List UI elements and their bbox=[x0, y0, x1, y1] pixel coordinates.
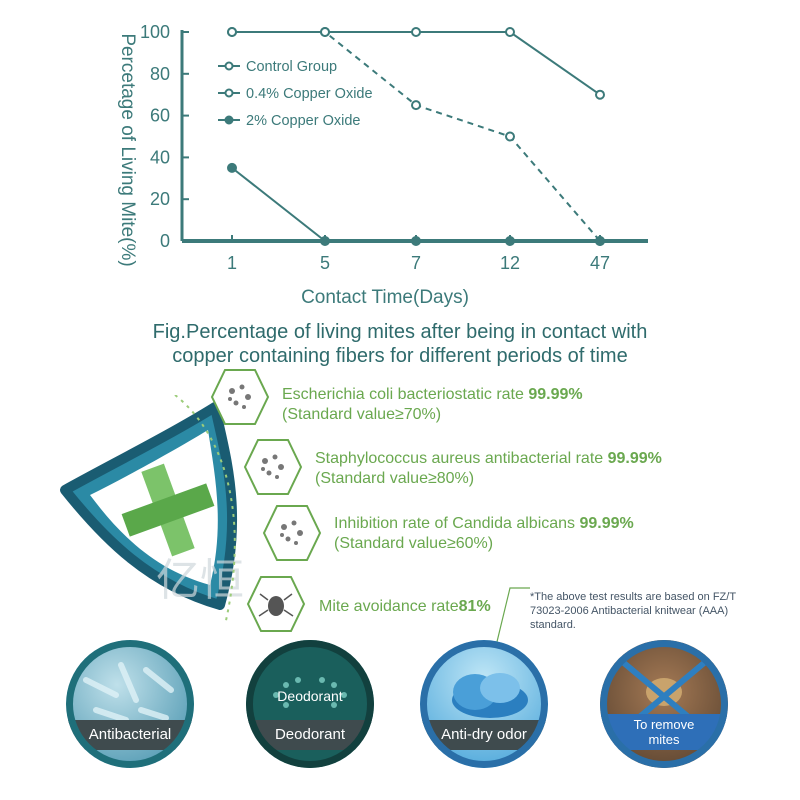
x-tick-label: 5 bbox=[320, 253, 330, 273]
mite-icon bbox=[246, 574, 306, 634]
candida-icon bbox=[262, 503, 322, 563]
legend-label: 2% Copper Oxide bbox=[246, 113, 360, 129]
feature-label: Escherichia coli bacteriostatic rate bbox=[282, 386, 529, 403]
y-tick-label: 80 bbox=[150, 64, 170, 84]
antibacterial-circle: Antibacterial bbox=[66, 640, 194, 768]
remove-mites-circle: To remove mites bbox=[600, 640, 728, 768]
y-tick-label: 100 bbox=[140, 22, 170, 42]
x-mark-icon bbox=[121, 463, 215, 557]
data-point bbox=[505, 131, 515, 142]
legend-marker bbox=[224, 88, 234, 98]
test-standard-note: *The above test results are based on FZ/… bbox=[530, 591, 736, 631]
feature-value: 81% bbox=[458, 598, 491, 615]
mite-chart: 0 20 40 60 80 100 1 5 7 12 47 Control Group 0.4% C… bbox=[117, 22, 648, 308]
feature-standard: (Standard value≥70%) bbox=[282, 406, 442, 423]
x-tick-label: 1 bbox=[227, 253, 237, 273]
data-point bbox=[411, 236, 421, 246]
feature-label: Staphylococcus aureus antibacterial rate bbox=[315, 450, 608, 467]
data-point bbox=[505, 27, 515, 37]
data-point bbox=[505, 236, 515, 246]
series-line-2 bbox=[231, 167, 600, 242]
y-tick-label: 60 bbox=[150, 106, 170, 126]
data-point bbox=[411, 27, 421, 37]
x-tick-label: 7 bbox=[411, 253, 421, 273]
e-coli-icon bbox=[210, 367, 270, 427]
figure-caption-line2: copper containing fibers for different p… bbox=[172, 345, 628, 367]
data-point bbox=[411, 100, 421, 111]
feature-label: Mite avoidance rate bbox=[319, 598, 459, 615]
data-point bbox=[320, 27, 330, 37]
shield-logo-graphic: 亿恒 bbox=[60, 395, 244, 625]
legend-marker bbox=[224, 115, 234, 125]
data-point bbox=[320, 236, 330, 246]
staphylococcus-icon bbox=[243, 437, 303, 497]
figure-caption-line1: Fig.Percentage of living mites after bei… bbox=[152, 321, 648, 343]
feature-text-2: Inhibition rate of Candida albicans 99.9… bbox=[334, 514, 634, 554]
data-point bbox=[227, 27, 237, 37]
feature-text-0: Escherichia coli bacteriostatic rate 99.… bbox=[282, 385, 583, 425]
note-connector bbox=[494, 587, 530, 651]
feature-text-1: Staphylococcus aureus antibacterial rate… bbox=[315, 449, 662, 489]
data-point bbox=[595, 236, 605, 246]
feature-label: Inhibition rate of Candida albicans bbox=[334, 515, 580, 532]
legend-label: 0.4% Copper Oxide bbox=[246, 86, 373, 102]
watermark-logo: 亿恒 bbox=[156, 556, 244, 605]
y-tick-label: 40 bbox=[150, 147, 170, 167]
feature-value: 99.99% bbox=[607, 450, 662, 467]
legend-label: Control Group bbox=[246, 59, 337, 75]
feature-standard: (Standard value≥60%) bbox=[334, 535, 494, 552]
legend-marker bbox=[224, 61, 234, 71]
y-tick-label: 0 bbox=[160, 231, 170, 251]
y-axis-label: Percetage of Living Mite(%) bbox=[117, 33, 138, 266]
data-point bbox=[227, 162, 237, 173]
feature-value: 99.99% bbox=[528, 386, 583, 403]
x-tick-label: 47 bbox=[590, 253, 610, 273]
deodorant-circle: Deodorant Deodorant bbox=[246, 640, 374, 768]
y-tick-label: 20 bbox=[150, 189, 170, 209]
feature-standard: (Standard value≥80%) bbox=[315, 470, 475, 487]
x-axis-label: Contact Time(Days) bbox=[301, 287, 469, 308]
data-point bbox=[595, 89, 605, 100]
x-tick-label: 12 bbox=[500, 253, 520, 273]
anti-dry-odor-circle: Anti-dry odor bbox=[420, 640, 548, 768]
feature-value: 99.99% bbox=[579, 515, 634, 532]
feature-text-3: Mite avoidance rate81% bbox=[319, 597, 491, 617]
